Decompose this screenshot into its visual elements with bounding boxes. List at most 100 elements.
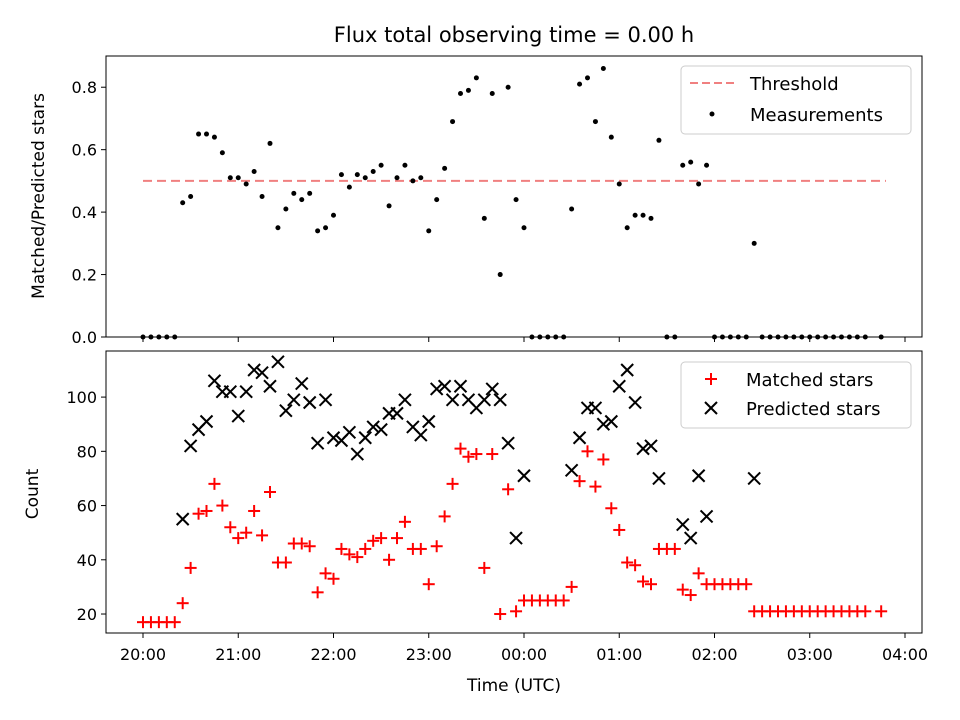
matched-stars-point [597, 453, 610, 466]
bottom-x-tick-label: 02:00 [691, 645, 737, 664]
matched-stars-point [740, 578, 753, 591]
matched-stars-point [462, 450, 475, 463]
measurement-point [831, 334, 837, 340]
predicted-stars-point [628, 395, 642, 410]
matched-stars-point [200, 504, 213, 517]
matched-stars-point [875, 605, 888, 618]
predicted-stars-point [493, 393, 507, 407]
top-y-tick-label: 0.2 [72, 266, 97, 285]
measurement-point [164, 334, 170, 340]
predicted-stars-point [747, 471, 761, 486]
measurement-point [712, 334, 717, 340]
predicted-stars-point [390, 406, 404, 421]
matched-stars-point [684, 589, 697, 602]
measurement-point [346, 184, 352, 190]
measurement-point [775, 334, 781, 340]
measurement-point [235, 175, 241, 181]
matched-stars-point [176, 597, 189, 610]
matched-stars-point [184, 561, 197, 574]
measurement-point [473, 75, 479, 81]
predicted-stars-point [509, 531, 523, 545]
measurement-point [672, 334, 678, 340]
measurement-point [259, 194, 265, 199]
matched-stars-point [264, 486, 276, 498]
matched-stars-point [295, 537, 308, 550]
measurement-point [283, 206, 289, 212]
predicted-stars-point [485, 382, 499, 396]
matched-stars-point [208, 477, 221, 490]
predicted-stars-point [676, 517, 690, 532]
predicted-stars-point [287, 393, 301, 407]
matched-stars-point [279, 556, 292, 569]
measurement-point [823, 334, 829, 340]
matched-stars-point [454, 442, 467, 455]
matched-stars-point [430, 540, 443, 553]
predicted-stars-point [620, 363, 634, 377]
measurement-point [759, 334, 765, 340]
bottom-y-tick-label: 60 [77, 497, 97, 516]
matched-stars-point [383, 553, 396, 566]
measurement-point [783, 334, 789, 340]
measurement-point [275, 225, 281, 231]
matched-stars-legend-swatch [705, 373, 717, 385]
matched-stars-point [327, 572, 340, 585]
matched-stars-point [581, 445, 594, 458]
measurement-point [386, 203, 392, 209]
bottom-x-axis-label: Time (UTC) [466, 676, 561, 696]
matched-stars-point [398, 515, 411, 528]
measurement-point [204, 131, 209, 137]
predicted-stars-point [445, 393, 460, 407]
measurement-point [632, 212, 638, 218]
predicted-stars-point [326, 431, 341, 445]
matched-stars-point [319, 567, 332, 580]
predicted-stars-point [604, 414, 619, 429]
predicted-stars-point [295, 376, 309, 391]
matched-stars-point [589, 480, 602, 493]
measurements-legend-swatch [709, 111, 715, 117]
matched-stars-point [676, 583, 689, 596]
matched-stars-point [502, 483, 515, 496]
measurement-point [227, 175, 233, 181]
bottom-x-tick-label: 20:00 [120, 645, 166, 664]
measurement-point [664, 334, 670, 340]
matched-stars-point [216, 499, 229, 512]
measurement-point [743, 334, 749, 340]
bottom-x-tick-label: 00:00 [501, 645, 547, 664]
measurement-point [624, 225, 630, 231]
measurement-point [854, 334, 860, 340]
measurement-point [569, 206, 575, 212]
predicted-stars-point [302, 395, 317, 410]
measurement-point [505, 84, 511, 90]
matched-stars-point [605, 502, 618, 515]
top-y-tick-label: 0.6 [72, 141, 97, 160]
matched-stars-point [565, 580, 578, 593]
bottom-x-tick-label: 01:00 [596, 645, 642, 664]
measurement-point [537, 334, 543, 340]
measurement-point [704, 162, 710, 168]
measurement-point [315, 228, 321, 234]
bottom-x-tick-label: 22:00 [310, 645, 356, 664]
matched-stars-point [422, 578, 435, 591]
predicted-stars-point [636, 441, 650, 456]
measurement-point [426, 228, 432, 234]
measurement-point [140, 334, 146, 340]
measurement-point [219, 150, 225, 156]
predicted-stars-point [318, 393, 333, 407]
top-chart-title: Flux total observing time = 0.00 h [334, 23, 694, 47]
matched-stars-point [343, 548, 356, 561]
predicted-stars-point [517, 469, 531, 483]
matched-stars-point [470, 448, 483, 461]
bottom-x-tick-label: 23:00 [406, 645, 452, 664]
top-plot-frame [105, 55, 923, 338]
bottom-plot-frame [105, 350, 923, 634]
measurement-point [458, 90, 463, 96]
predicted-stars-point [699, 509, 714, 524]
measurement-point [585, 75, 590, 81]
measurement-point [862, 334, 868, 340]
matched-stars-point [613, 523, 626, 536]
measurement-point [489, 90, 495, 96]
measurement-point [354, 172, 360, 178]
predicted-stars-point [572, 431, 587, 445]
predicted-stars-point [247, 363, 261, 377]
matched-stars-point [168, 616, 181, 629]
